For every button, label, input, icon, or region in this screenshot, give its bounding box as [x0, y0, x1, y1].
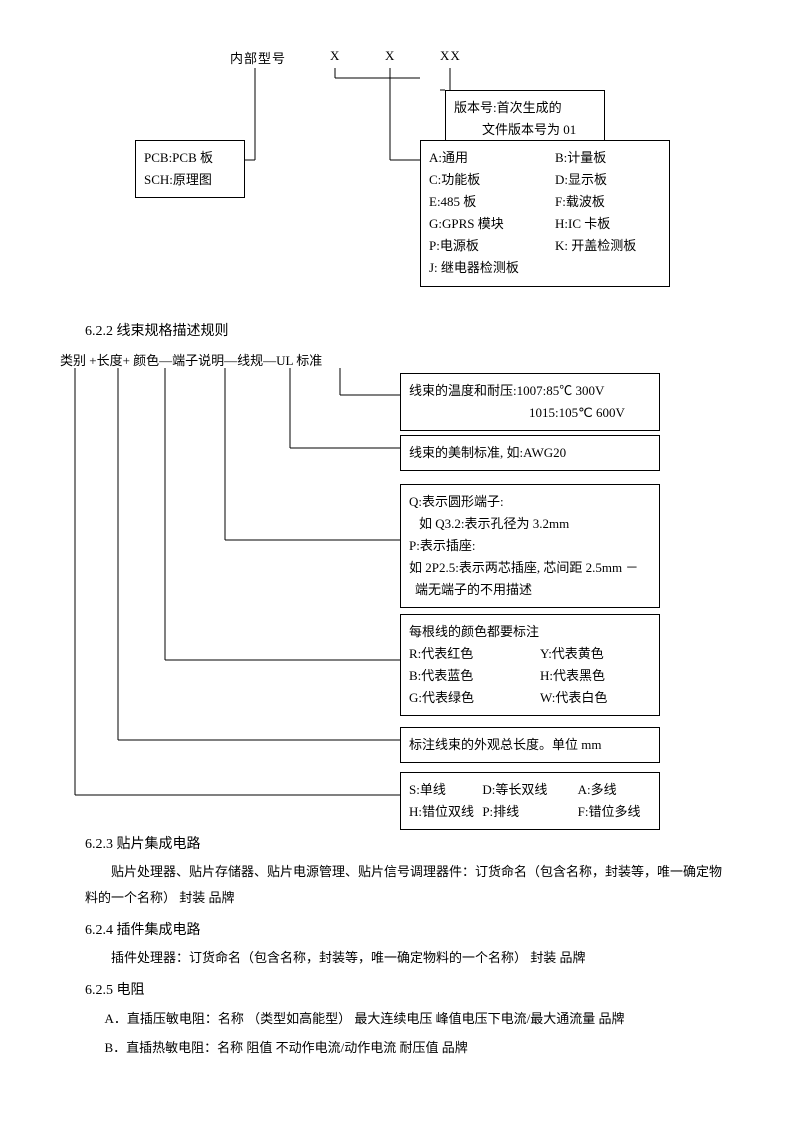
color-y: Y:代表黄色 [540, 643, 651, 665]
sec625-b: B．直插热敏电阻：名称 阻值 不动作电流/动作电流 耐压值 品牌 [105, 1034, 731, 1063]
colors-title: 每根线的颜色都要标注 [409, 621, 651, 643]
version-l2: 文件版本号为 01 [454, 119, 596, 141]
type-f: F:载波板 [555, 191, 661, 213]
pcb-box: PCB:PCB 板 SCH:原理图 [135, 140, 245, 198]
term-l5: 端无端子的不用描述 [409, 579, 651, 601]
term-l4: 如 2P2.5:表示两芯插座, 芯间距 2.5mm － [409, 557, 651, 579]
cat-f: F:错位多线 [578, 801, 651, 823]
color-g: G:代表绿色 [409, 687, 520, 709]
type-k: K: 开盖检测板 [555, 235, 661, 257]
type-p: P:电源板 [429, 235, 535, 257]
top-connectors [0, 0, 800, 320]
terminal-box: Q:表示圆形端子: 如 Q3.2:表示孔径为 3.2mm P:表示插座: 如 2… [400, 484, 660, 608]
cat-d: D:等长双线 [482, 779, 577, 801]
sec622-title: 6.2.2 线束规格描述规则 [85, 320, 229, 340]
header-x2: X [385, 48, 395, 64]
sec623-body: 贴片处理器、贴片存储器、贴片电源管理、贴片信号调理器件：订货命名（包含名称，封装… [85, 859, 730, 911]
length-text: 标注线束的外观总长度。单位 mm [409, 734, 651, 756]
sec623-title: 6.2.3 贴片集成电路 [85, 833, 730, 853]
category-box: S:单线 D:等长双线 A:多线 H:错位双线 P:排线 F:错位多线 [400, 772, 660, 830]
sec625-a: A．直插压敏电阻：名称 （类型如高能型） 最大连续电压 峰值电压下电流/最大通流… [105, 1005, 731, 1034]
length-box: 标注线束的外观总长度。单位 mm [400, 727, 660, 763]
colors-box: 每根线的颜色都要标注 R:代表红色 Y:代表黄色 B:代表蓝色 H:代表黑色 G… [400, 614, 660, 716]
cat-p: P:排线 [482, 801, 577, 823]
ul-l1: 线束的温度和耐压:1007:85℃ 300V [409, 380, 651, 402]
sec625-title: 6.2.5 电阻 [85, 979, 730, 999]
header-x1: X [330, 48, 340, 64]
term-l2: 如 Q3.2:表示孔径为 3.2mm [409, 513, 651, 535]
color-h: H:代表黑色 [540, 665, 651, 687]
type-b: B:计量板 [555, 147, 661, 169]
cat-a: A:多线 [578, 779, 651, 801]
type-a: A:通用 [429, 147, 535, 169]
term-l3: P:表示插座: [409, 535, 651, 557]
type-c: C:功能板 [429, 169, 535, 191]
type-h: H:IC 卡板 [555, 213, 661, 235]
types-box: A:通用 B:计量板 C:功能板 D:显示板 E:485 板 F:载波板 G:G… [420, 140, 670, 287]
sec624-title: 6.2.4 插件集成电路 [85, 919, 730, 939]
cat-h: H:错位双线 [409, 801, 482, 823]
awg-text: 线束的美制标准, 如:AWG20 [409, 442, 651, 464]
header-xx: XX [440, 48, 461, 64]
color-w: W:代表白色 [540, 687, 651, 709]
type-j: J: 继电器检测板 [429, 257, 661, 279]
pcb-l2: SCH:原理图 [144, 169, 236, 191]
wire-formula: 类别 +长度+ 颜色—端子说明—线规—UL 标准 [60, 350, 322, 369]
type-g: G:GPRS 模块 [429, 213, 535, 235]
term-l1: Q:表示圆形端子: [409, 491, 651, 513]
color-r: R:代表红色 [409, 643, 520, 665]
ul-box: 线束的温度和耐压:1007:85℃ 300V 1015:105℃ 600V [400, 373, 660, 431]
header-label: 内部型号 [230, 48, 286, 67]
type-d: D:显示板 [555, 169, 661, 191]
ul-l2: 1015:105℃ 600V [409, 402, 651, 424]
cat-s: S:单线 [409, 779, 482, 801]
version-l1: 版本号:首次生成的 [454, 97, 596, 119]
awg-box: 线束的美制标准, 如:AWG20 [400, 435, 660, 471]
type-e: E:485 板 [429, 191, 535, 213]
pcb-l1: PCB:PCB 板 [144, 147, 236, 169]
color-b: B:代表蓝色 [409, 665, 520, 687]
sec624-body: 插件处理器：订货命名（包含名称，封装等，唯一确定物料的一个名称） 封装 品牌 [85, 945, 730, 971]
